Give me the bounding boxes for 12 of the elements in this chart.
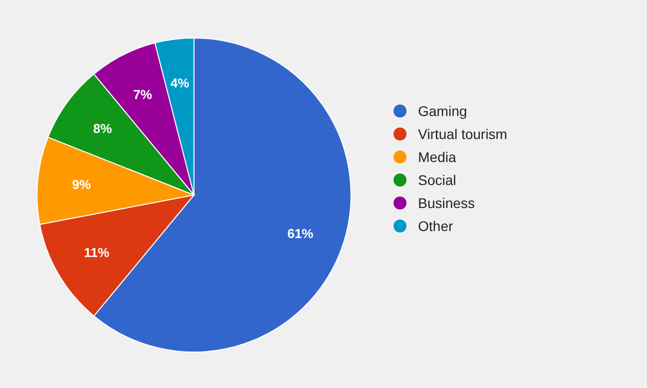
legend-label: Virtual tourism <box>418 126 508 142</box>
legend-label: Gaming <box>418 102 468 119</box>
legend-label: Other <box>418 218 454 234</box>
data-label: 7% <box>133 86 153 102</box>
data-label: 11% <box>84 245 110 260</box>
data-label: 4% <box>170 75 190 90</box>
legend-label: Social <box>418 172 456 188</box>
legend-label: Business <box>418 194 475 211</box>
data-label: 8% <box>93 121 112 136</box>
data-label: 61% <box>287 226 314 241</box>
legend-label: Media <box>418 148 456 165</box>
data-label: 9% <box>72 176 92 192</box>
